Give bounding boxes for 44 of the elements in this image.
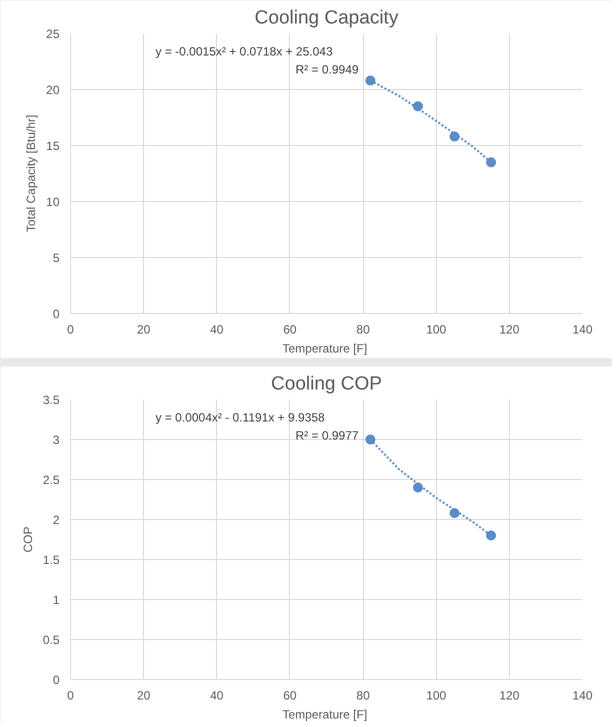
y-tick-label: 20 — [46, 83, 60, 97]
x-tick-label: 40 — [210, 322, 224, 336]
x-tick-label: 140 — [572, 688, 593, 702]
x-tick-label: 20 — [136, 688, 151, 702]
x-tick-label: 100 — [426, 322, 447, 336]
y-tick-label: 2 — [52, 513, 60, 527]
y-tick-label: 10 — [46, 195, 60, 209]
x-tick-label: 60 — [283, 322, 297, 336]
annotation: R² = 0.9977 — [296, 428, 359, 442]
x-tick-label: 40 — [210, 688, 224, 702]
annotation: y = 0.0004x² - 0.1191x + 9.9358 — [156, 410, 326, 424]
y-tick-label: 3 — [52, 433, 60, 447]
x-tick-label: 0 — [67, 688, 74, 702]
y-tick-label: 3.5 — [42, 393, 60, 407]
y-tick-label: 0 — [52, 307, 60, 321]
y-tick-label: 2.5 — [42, 473, 60, 487]
point — [365, 434, 376, 444]
y-axis-title: COP — [20, 526, 35, 552]
y-tick-label: 0.5 — [42, 633, 60, 647]
x-tick-label: 120 — [499, 322, 520, 336]
chart-title: Cooling Capacity — [254, 8, 399, 28]
x-tick-label: 80 — [356, 322, 370, 336]
point — [365, 76, 376, 86]
y-tick-label: 0 — [52, 673, 60, 687]
y-tick-label: 25 — [46, 27, 60, 41]
x-tick-label: 80 — [356, 688, 370, 702]
x-axis-title: Temperature [F] — [282, 708, 368, 722]
point — [486, 530, 496, 540]
x-axis-title: Temperature [F] — [282, 342, 368, 356]
chart-title: Cooling COP — [271, 374, 382, 394]
x-tick-label: 0 — [67, 322, 74, 336]
x-tick-label: 120 — [499, 688, 520, 702]
y-tick-label: 1 — [52, 593, 60, 607]
y-tick-label: 5 — [52, 251, 60, 265]
annotation: y = -0.0015x² + 0.0718x + 25.043 — [156, 44, 333, 58]
x-tick-label: 60 — [283, 688, 297, 702]
x-tick-label: 140 — [572, 322, 593, 336]
y-tick-label: 1.5 — [42, 553, 60, 567]
y-tick-label: 15 — [46, 139, 60, 153]
x-tick-label: 20 — [136, 322, 151, 336]
annotation: R² = 0.9949 — [296, 62, 359, 76]
point — [486, 157, 496, 168]
y-axis-title: Total Capacity [Btu/hr] — [24, 114, 38, 232]
x-tick-label: 100 — [426, 688, 447, 702]
